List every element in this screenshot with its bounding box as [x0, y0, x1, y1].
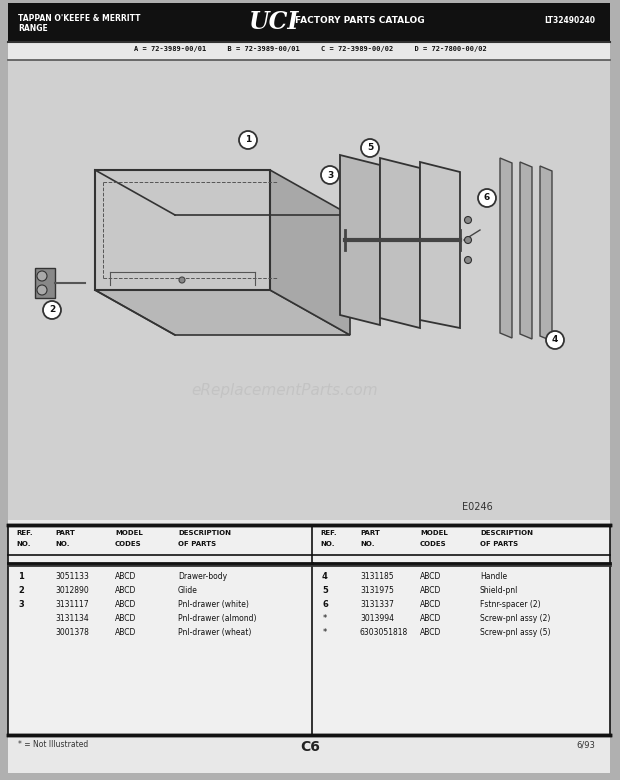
Circle shape	[321, 166, 339, 184]
Text: 2: 2	[18, 586, 24, 595]
Text: OF PARTS: OF PARTS	[480, 541, 518, 547]
Text: NO.: NO.	[320, 541, 335, 547]
Text: RANGE: RANGE	[18, 24, 48, 33]
Text: 4: 4	[552, 335, 558, 345]
Text: NO.: NO.	[16, 541, 30, 547]
Text: NO.: NO.	[360, 541, 374, 547]
Text: E0246: E0246	[462, 502, 493, 512]
Text: 3131117: 3131117	[55, 600, 89, 609]
Text: 3001378: 3001378	[55, 628, 89, 637]
Text: 3012890: 3012890	[55, 586, 89, 595]
Text: Screw-pnl assy (5): Screw-pnl assy (5)	[480, 628, 551, 637]
Text: DESCRIPTION: DESCRIPTION	[480, 530, 533, 536]
Text: 4: 4	[322, 572, 328, 581]
Text: Fstnr-spacer (2): Fstnr-spacer (2)	[480, 600, 541, 609]
Polygon shape	[420, 162, 460, 328]
Text: DESCRIPTION: DESCRIPTION	[178, 530, 231, 536]
Text: Drawer-body: Drawer-body	[178, 572, 227, 581]
Circle shape	[43, 301, 61, 319]
Text: CODES: CODES	[420, 541, 446, 547]
Bar	[8, 3, 610, 41]
Text: 3131134: 3131134	[55, 614, 89, 623]
Bar	[8, 525, 610, 735]
Text: C6: C6	[300, 740, 320, 754]
Text: 5: 5	[322, 586, 328, 595]
Text: REF.: REF.	[320, 530, 337, 536]
Text: FACTORY PARTS CATALOG: FACTORY PARTS CATALOG	[295, 16, 425, 25]
Circle shape	[464, 257, 471, 264]
Text: NO.: NO.	[55, 541, 69, 547]
Text: TAPPAN O'KEEFE & MERRITT: TAPPAN O'KEEFE & MERRITT	[18, 14, 141, 23]
Text: 2: 2	[49, 306, 55, 314]
Text: Pnl-drawer (almond): Pnl-drawer (almond)	[178, 614, 257, 623]
Text: PART: PART	[360, 530, 380, 536]
Text: 6/93: 6/93	[576, 740, 595, 749]
Text: 3: 3	[327, 171, 333, 179]
Polygon shape	[270, 170, 350, 335]
Text: ABCD: ABCD	[115, 586, 136, 595]
Text: MODEL: MODEL	[420, 530, 448, 536]
Text: ABCD: ABCD	[115, 572, 136, 581]
Text: UCI: UCI	[248, 10, 298, 34]
Text: 3051133: 3051133	[55, 572, 89, 581]
Text: REF.: REF.	[16, 530, 33, 536]
Text: 3131337: 3131337	[360, 600, 394, 609]
Text: ABCD: ABCD	[115, 614, 136, 623]
Text: 3131185: 3131185	[360, 572, 394, 581]
Polygon shape	[500, 158, 512, 338]
Text: OF PARTS: OF PARTS	[178, 541, 216, 547]
Text: ABCD: ABCD	[420, 614, 441, 623]
Text: MODEL: MODEL	[115, 530, 143, 536]
Text: Screw-pnl assy (2): Screw-pnl assy (2)	[480, 614, 551, 623]
Text: * = Not Illustrated: * = Not Illustrated	[18, 740, 88, 749]
Text: ABCD: ABCD	[420, 572, 441, 581]
Circle shape	[546, 331, 564, 349]
Circle shape	[179, 277, 185, 283]
Polygon shape	[540, 166, 552, 341]
Bar	[35, 268, 55, 298]
Text: 3013994: 3013994	[360, 614, 394, 623]
Polygon shape	[520, 162, 532, 339]
Text: eReplacementParts.com: eReplacementParts.com	[192, 382, 378, 398]
Text: 5: 5	[367, 144, 373, 153]
Polygon shape	[95, 290, 350, 335]
Polygon shape	[380, 158, 420, 328]
Polygon shape	[95, 170, 270, 290]
Circle shape	[464, 236, 471, 243]
Text: 1: 1	[18, 572, 24, 581]
Text: Pnl-drawer (white): Pnl-drawer (white)	[178, 600, 249, 609]
Text: *: *	[323, 628, 327, 637]
Text: Shield-pnl: Shield-pnl	[480, 586, 518, 595]
Bar	[8, 60, 610, 520]
Text: A = 72-3989-00/01     B = 72-3989-00/01     C = 72-3989-00/02     D = 72-7800-00: A = 72-3989-00/01 B = 72-3989-00/01 C = …	[134, 46, 486, 52]
Circle shape	[239, 131, 257, 149]
Text: ABCD: ABCD	[115, 628, 136, 637]
Text: 6303051818: 6303051818	[360, 628, 408, 637]
Text: 6: 6	[484, 193, 490, 203]
Circle shape	[464, 217, 471, 224]
Text: ABCD: ABCD	[420, 600, 441, 609]
Circle shape	[478, 189, 496, 207]
Polygon shape	[340, 155, 380, 325]
Text: ABCD: ABCD	[420, 586, 441, 595]
Text: 3131975: 3131975	[360, 586, 394, 595]
Circle shape	[37, 271, 47, 281]
Circle shape	[37, 285, 47, 295]
Text: 3: 3	[18, 600, 24, 609]
Circle shape	[361, 139, 379, 157]
Text: CODES: CODES	[115, 541, 141, 547]
Text: Pnl-drawer (wheat): Pnl-drawer (wheat)	[178, 628, 251, 637]
Text: Handle: Handle	[480, 572, 507, 581]
Text: ABCD: ABCD	[115, 600, 136, 609]
Text: 1: 1	[245, 136, 251, 144]
Text: ABCD: ABCD	[420, 628, 441, 637]
Text: LT32490240: LT32490240	[544, 16, 595, 25]
Text: 6: 6	[322, 600, 328, 609]
Text: *: *	[323, 614, 327, 623]
Text: PART: PART	[55, 530, 75, 536]
Text: Glide: Glide	[178, 586, 198, 595]
